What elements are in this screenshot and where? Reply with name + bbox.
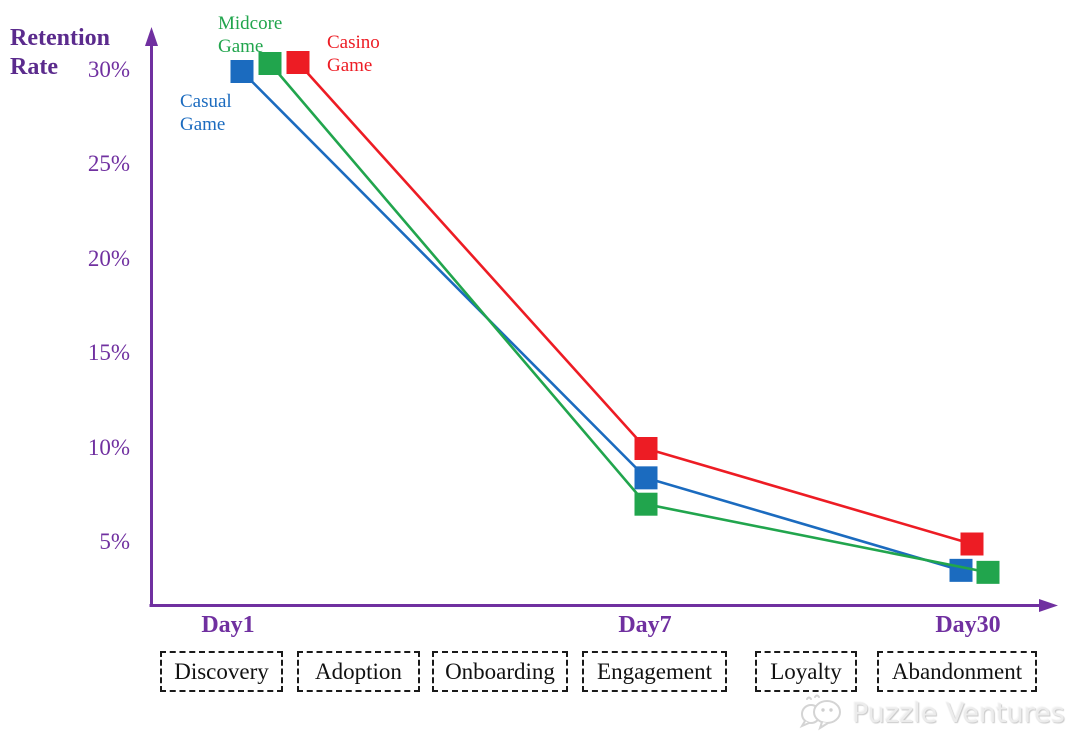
marker-midcore-game-day30: [976, 560, 1000, 584]
marker-casino-game-day7: [634, 437, 658, 460]
series-label-midcore-game: Midcore Game: [218, 13, 283, 57]
series-label-casino-game: Casino Game: [327, 32, 380, 76]
marker-casual-game-day1: [230, 60, 254, 83]
y-tick-label-15: 15%: [87, 340, 130, 365]
x-category-label-day30: Day30: [935, 612, 1001, 638]
series-label-casual-game: Casual Game: [180, 91, 232, 135]
marker-casino-game-day30: [960, 532, 984, 556]
x-category-label-day7: Day7: [618, 612, 672, 638]
series-line-casual-game: [241, 70, 962, 572]
y-axis-title: Retention Rate: [10, 25, 110, 80]
marker-casual-game-day7: [634, 466, 658, 490]
stage-box-discovery: Discovery: [160, 651, 283, 692]
x-axis-arrowhead: [1039, 599, 1058, 612]
marker-midcore-game-day7: [634, 492, 658, 516]
y-tick-label-5: 5%: [99, 529, 130, 554]
marker-casual-game-day30: [949, 558, 973, 582]
x-category-label-day1: Day1: [201, 612, 255, 638]
y-tick-label-30: 30%: [87, 56, 130, 82]
stage-box-engagement: Engagement: [582, 651, 727, 692]
puzzle-ventures-logo-icon: [799, 694, 841, 731]
y-axis-arrowhead: [145, 27, 158, 46]
marker-casino-game-day1: [286, 51, 310, 74]
y-tick-label-20: 20%: [87, 245, 130, 271]
y-tick-label-25: 25%: [87, 151, 130, 176]
series-line-midcore-game: [269, 62, 989, 574]
marker-midcore-game-day1: [258, 52, 282, 75]
watermark-text: Puzzle Ventures: [852, 697, 1065, 729]
stage-box-loyalty: Loyalty: [755, 651, 857, 692]
y-tick-label-10: 10%: [87, 434, 130, 460]
stage-box-abandonment: Abandonment: [877, 651, 1037, 692]
watermark: Puzzle Ventures: [798, 692, 1065, 734]
stage-box-onboarding: Onboarding: [432, 651, 568, 692]
stage-box-adoption: Adoption: [297, 651, 420, 692]
